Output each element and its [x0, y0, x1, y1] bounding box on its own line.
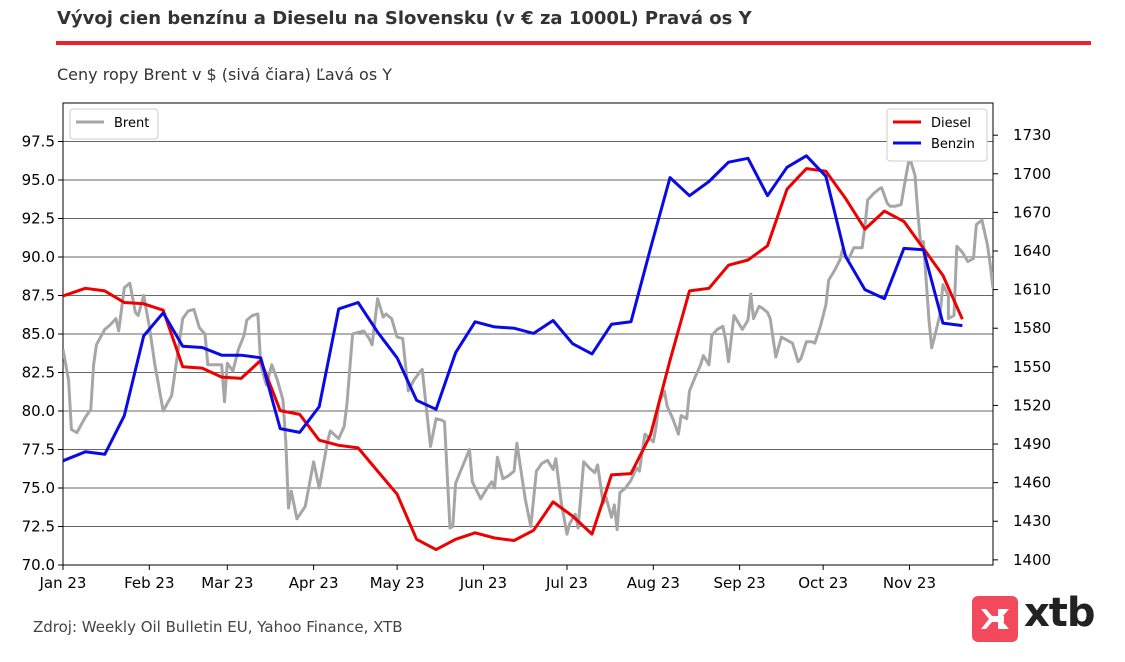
right-axis-label: 1430	[1013, 512, 1051, 530]
series-line-diesel	[63, 167, 964, 552]
left-axis-label: 82.5	[22, 364, 55, 382]
x-axis-label: Jan 23	[39, 574, 87, 592]
x-axis-label: Aug 23	[627, 574, 680, 592]
legend-left	[69, 108, 159, 140]
x-axis-label: Apr 23	[289, 574, 339, 592]
left-axis-label: 70.0	[22, 556, 55, 574]
x-axis-label: May 23	[370, 574, 425, 592]
x-axis-label: Mar 23	[201, 574, 253, 592]
left-axis-label: 90.0	[22, 248, 55, 266]
legend-label-benzin: Benzin	[931, 137, 975, 152]
x-axis-label: Jun 23	[459, 574, 507, 592]
left-axis-label: 75.0	[22, 479, 55, 497]
left-axis-label: 72.5	[22, 518, 55, 536]
right-axis-label: 1460	[1013, 474, 1051, 492]
legend-label-diesel: Diesel	[931, 116, 971, 131]
x-axis-label: Sep 23	[714, 574, 766, 592]
right-axis-label: 1700	[1013, 165, 1051, 183]
right-axis-label: 1640	[1013, 242, 1051, 260]
x-axis-label: Nov 23	[883, 574, 936, 592]
left-axis-label: 95.0	[22, 171, 55, 189]
xtb-logo-mark	[972, 596, 1018, 642]
chart-title: Vývoj cien benzínu a Dieselu na Slovensk…	[57, 8, 752, 29]
right-axis-label: 1550	[1013, 358, 1051, 376]
right-axis-label: 1610	[1013, 281, 1051, 299]
left-axis-label: 80.0	[22, 402, 55, 420]
source-note: Zdroj: Weekly Oil Bulletin EU, Yahoo Fin…	[33, 618, 403, 636]
right-axis-label: 1490	[1013, 435, 1051, 453]
xtb-logo-text: xtb	[1024, 590, 1096, 636]
series-line-benzin	[63, 154, 963, 463]
right-axis-label: 1520	[1013, 396, 1051, 414]
chart-subtitle: Ceny ropy Brent v $ (sivá čiara) Ľavá os…	[57, 65, 393, 84]
left-axis-label: 97.5	[22, 133, 55, 151]
xtb-logo: xtb	[971, 590, 1101, 644]
right-axis-label: 1580	[1013, 319, 1051, 337]
x-axis-label: Feb 23	[124, 574, 174, 592]
legend-label-brent: Brent	[114, 116, 149, 131]
left-axis-label: 87.5	[22, 287, 55, 305]
left-axis-label: 77.5	[22, 441, 55, 459]
right-axis-label: 1400	[1013, 551, 1051, 569]
left-axis-label: 85.0	[22, 325, 55, 343]
x-axis-label: Oct 23	[798, 574, 848, 592]
x-axis-label: Jul 23	[545, 574, 588, 592]
left-axis-label: 92.5	[22, 210, 55, 228]
right-axis-label: 1670	[1013, 203, 1051, 221]
title-underline	[56, 41, 1091, 45]
right-axis-label: 1730	[1013, 126, 1051, 144]
